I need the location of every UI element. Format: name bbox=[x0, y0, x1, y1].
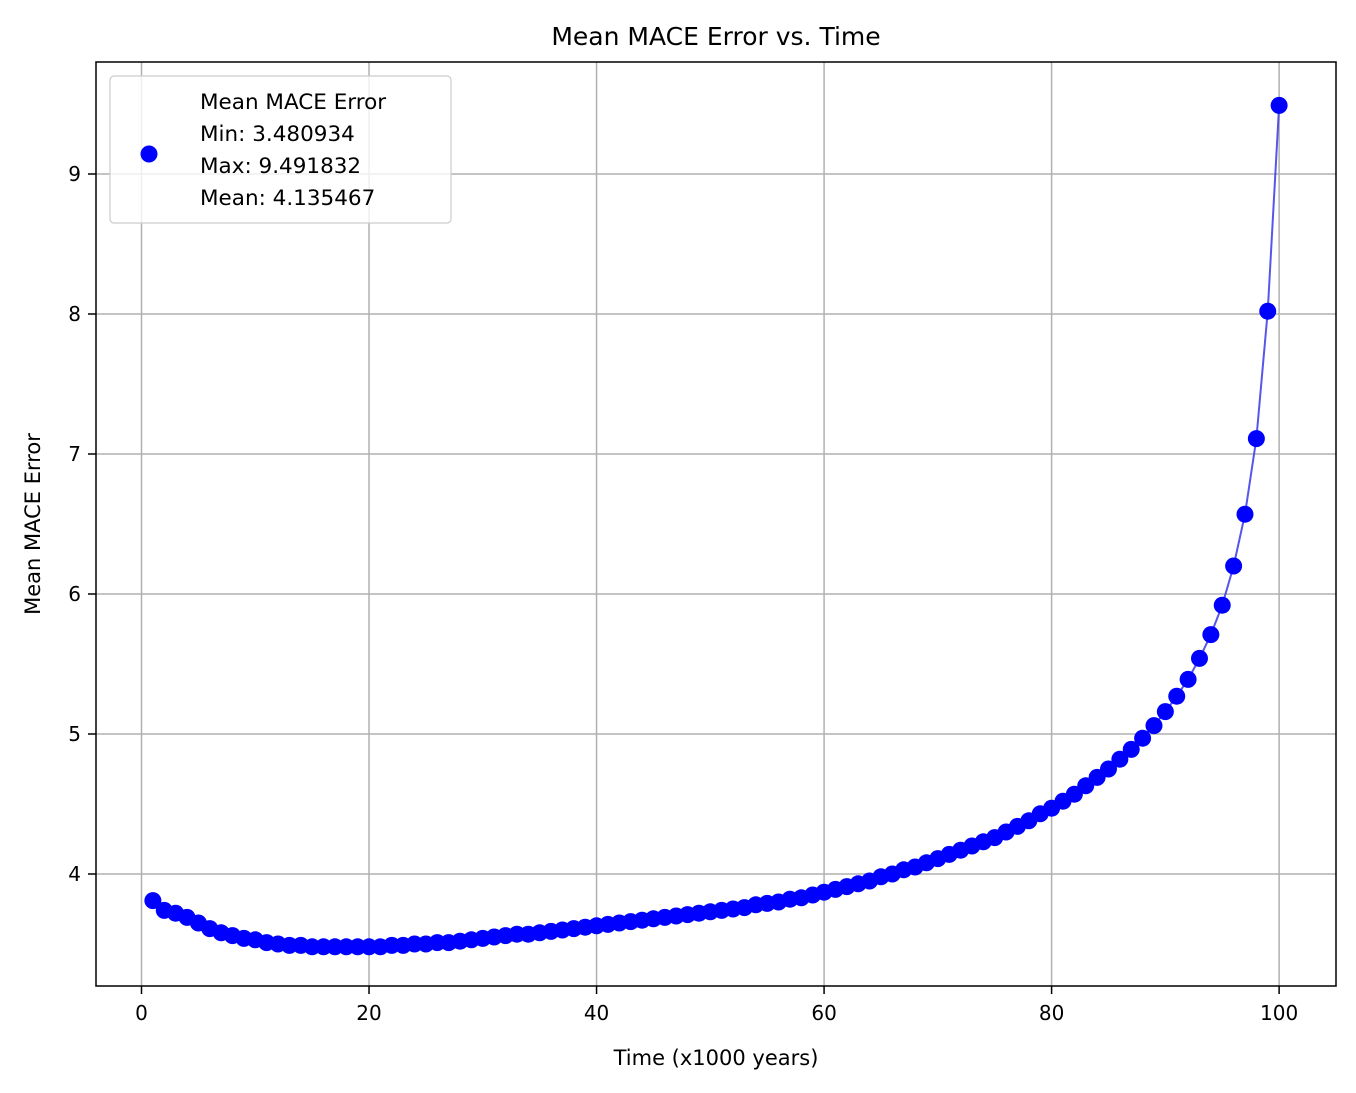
data-point bbox=[1190, 649, 1208, 667]
data-point bbox=[1259, 302, 1277, 320]
legend: Mean MACE Error Min: 3.480934 Max: 9.491… bbox=[109, 75, 452, 224]
y-tick-label: 5 bbox=[68, 722, 81, 746]
y-tick-label: 7 bbox=[68, 442, 81, 466]
series-markers bbox=[144, 96, 1288, 956]
data-point bbox=[1122, 740, 1140, 758]
legend-marker bbox=[140, 145, 158, 163]
data-point bbox=[1099, 760, 1117, 778]
data-point bbox=[1236, 505, 1254, 523]
legend-series-label: Mean MACE Error bbox=[200, 90, 386, 115]
legend-max-label: Max: 9.491832 bbox=[200, 154, 361, 179]
data-point bbox=[1156, 703, 1174, 721]
x-tick-label: 20 bbox=[356, 1001, 381, 1025]
data-point bbox=[1202, 626, 1220, 644]
y-axis-title: Mean MACE Error bbox=[21, 433, 45, 615]
data-point bbox=[144, 892, 162, 910]
data-point bbox=[1134, 729, 1152, 747]
data-point bbox=[1145, 717, 1163, 735]
legend-box bbox=[109, 75, 452, 224]
x-axis-title: Time (x1000 years) bbox=[613, 1046, 819, 1070]
x-tick-label: 0 bbox=[135, 1001, 148, 1025]
data-point bbox=[1270, 96, 1288, 114]
data-point bbox=[1179, 670, 1197, 688]
x-tick-label: 60 bbox=[811, 1001, 836, 1025]
data-point bbox=[1225, 557, 1243, 575]
y-tick-label: 6 bbox=[68, 582, 81, 606]
chart-title: Mean MACE Error vs. Time bbox=[551, 22, 880, 51]
x-tick-label: 80 bbox=[1039, 1001, 1064, 1025]
grid bbox=[96, 62, 1336, 986]
axis-ticks: 0 20 40 60 80 100 4 5 6 7 8 9 bbox=[68, 162, 1298, 1025]
plot-frame bbox=[95, 61, 1337, 987]
y-tick-label: 9 bbox=[68, 162, 81, 186]
data-point bbox=[1111, 750, 1129, 768]
data-point bbox=[1213, 596, 1231, 614]
legend-min-label: Min: 3.480934 bbox=[200, 122, 355, 147]
x-tick-label: 40 bbox=[584, 1001, 609, 1025]
y-tick-label: 4 bbox=[68, 862, 81, 886]
legend-mean-label: Mean: 4.135467 bbox=[200, 186, 375, 211]
y-tick-label: 8 bbox=[68, 302, 81, 326]
x-tick-label: 100 bbox=[1260, 1001, 1298, 1025]
data-point bbox=[1168, 687, 1186, 705]
data-point bbox=[1247, 430, 1265, 448]
